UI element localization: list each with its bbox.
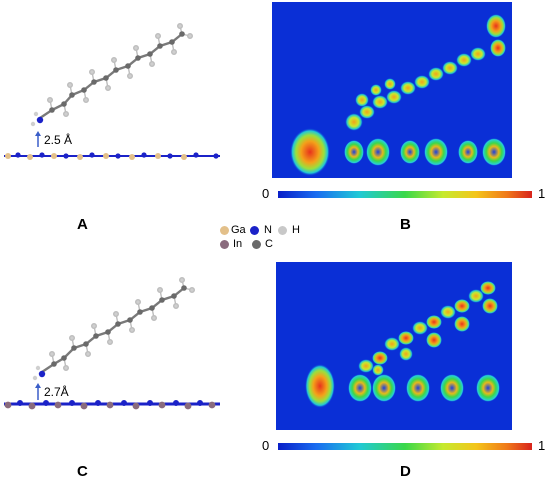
- n-atom-swatch: [250, 226, 259, 235]
- colorbar-b-max: 1: [538, 186, 546, 201]
- in-atom-swatch: [220, 240, 229, 249]
- distance-label-c: 2.7Å: [44, 385, 69, 399]
- density-map-d: [276, 262, 512, 430]
- molecule-structure-c: [4, 277, 220, 410]
- panel-letter-a: A: [77, 216, 88, 233]
- distance-label-a: 2.5 Å: [44, 133, 73, 147]
- legend-c: C: [265, 238, 273, 250]
- legend-in: In: [233, 238, 243, 250]
- colorbar-d-min: 0: [262, 438, 270, 453]
- density-map-b: [272, 2, 512, 178]
- ga-atom-swatch: [220, 226, 229, 235]
- colorbar-b: [278, 191, 532, 198]
- legend-ga: Ga: [231, 224, 246, 236]
- legend-h: H: [292, 224, 300, 236]
- legend-n: N: [264, 224, 272, 236]
- colorbar-d: [278, 443, 532, 450]
- colorbar-b-min: 0: [262, 186, 270, 201]
- panel-letter-c: C: [77, 463, 88, 480]
- panel-letter-d: D: [400, 463, 411, 480]
- c-atom-swatch: [252, 240, 261, 249]
- panel-letter-b: B: [400, 216, 411, 233]
- molecule-structure-a: [4, 23, 220, 160]
- atom-legend: Ga N H In C: [220, 224, 330, 250]
- colorbar-d-max: 1: [538, 438, 546, 453]
- h-atom-swatch: [278, 226, 287, 235]
